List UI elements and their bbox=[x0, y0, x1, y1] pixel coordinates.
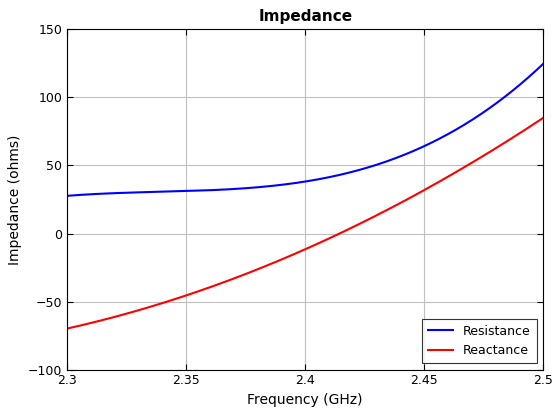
Resistance bbox=[347, 170, 354, 175]
Reactance bbox=[454, 169, 461, 174]
Resistance bbox=[454, 126, 461, 131]
Line: Resistance: Resistance bbox=[67, 64, 543, 196]
Reactance bbox=[290, 252, 297, 257]
Reactance bbox=[529, 123, 535, 128]
Y-axis label: Impedance (ohms): Impedance (ohms) bbox=[8, 134, 22, 265]
Resistance bbox=[321, 176, 328, 181]
Legend: Resistance, Reactance: Resistance, Reactance bbox=[422, 319, 537, 363]
Reactance bbox=[540, 116, 547, 121]
Resistance bbox=[64, 193, 71, 198]
Line: Reactance: Reactance bbox=[67, 118, 543, 328]
Resistance bbox=[540, 61, 547, 66]
Resistance bbox=[293, 180, 300, 185]
Resistance bbox=[290, 181, 297, 186]
Title: Impedance: Impedance bbox=[258, 9, 352, 24]
X-axis label: Frequency (GHz): Frequency (GHz) bbox=[248, 393, 363, 407]
Reactance bbox=[293, 251, 300, 256]
Reactance bbox=[64, 326, 71, 331]
Resistance bbox=[529, 72, 535, 77]
Reactance bbox=[347, 226, 354, 231]
Reactance bbox=[321, 238, 328, 243]
